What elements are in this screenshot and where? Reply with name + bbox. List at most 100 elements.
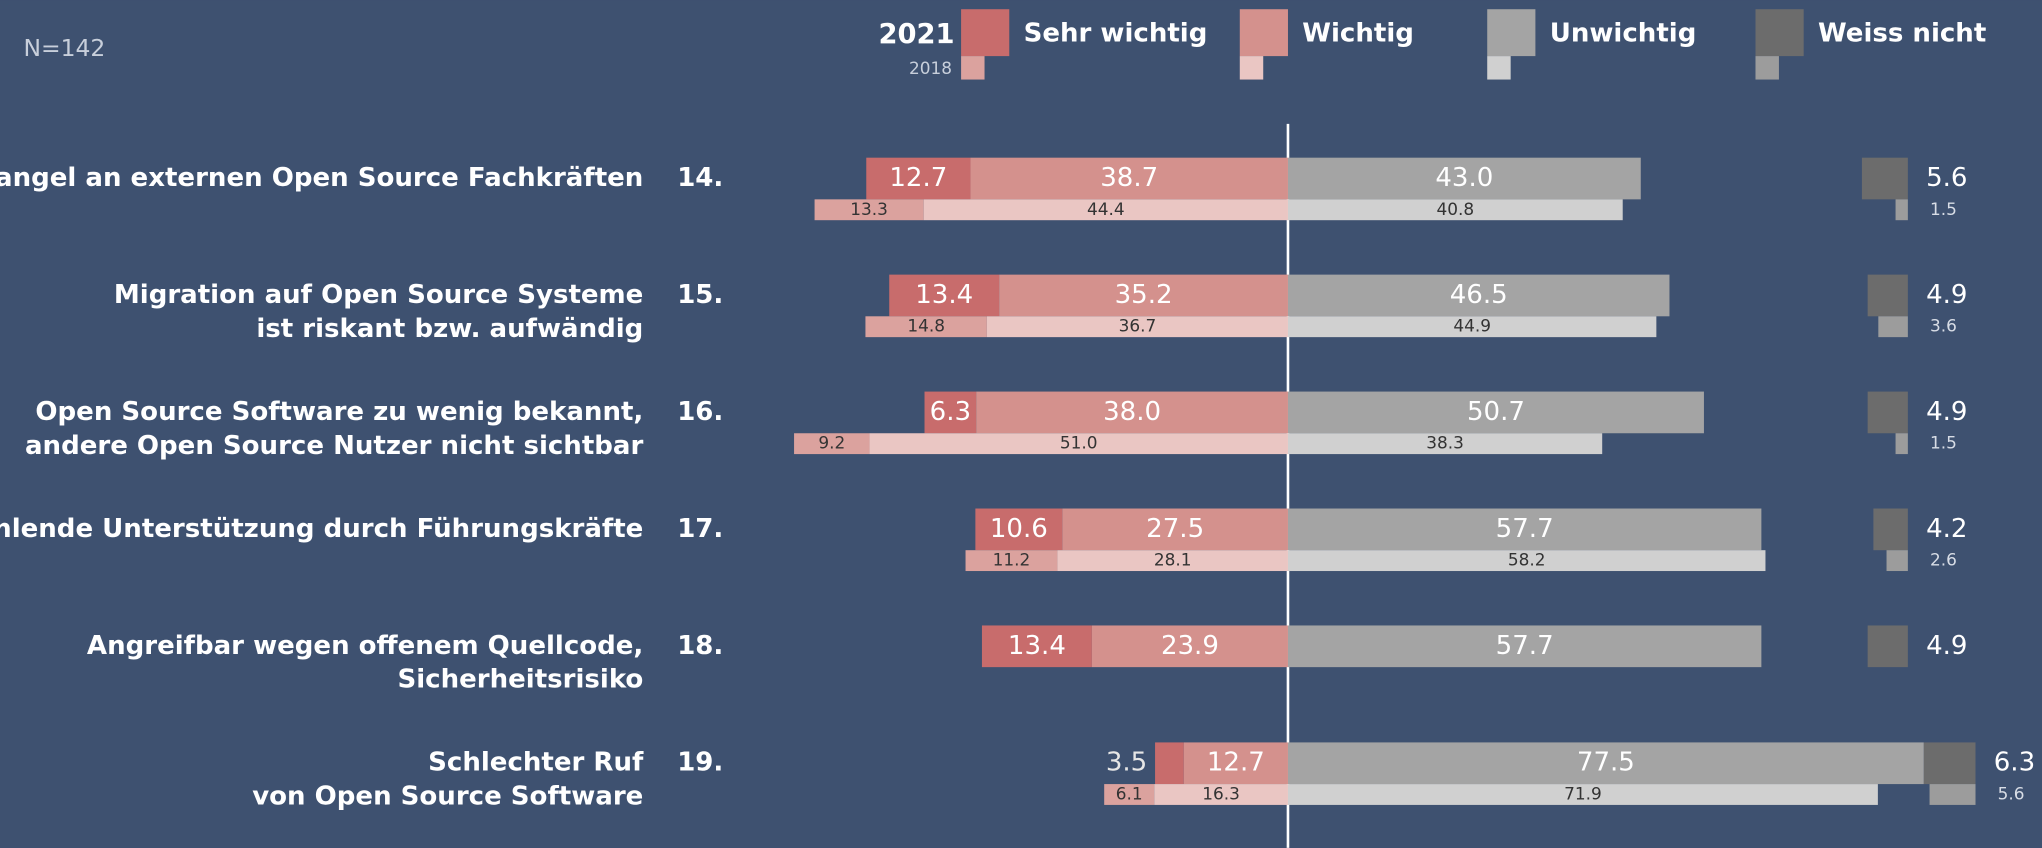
category-label: Open Source Software zu wenig bekannt,	[35, 397, 643, 427]
value-label: 1.5	[1930, 433, 1957, 453]
bar	[1155, 742, 1184, 785]
value-label: 36.7	[1119, 316, 1157, 336]
value-label: 4.9	[1926, 631, 1967, 661]
legend-swatch	[1239, 9, 1288, 57]
legend-swatch	[1239, 56, 1264, 80]
rank-label: 17.	[677, 514, 723, 544]
category-label: Fehlende Unterstützung durch Führungskrä…	[0, 514, 643, 544]
legend-swatch	[1755, 9, 1804, 57]
sample-note: N=142	[23, 34, 105, 62]
bar	[1867, 274, 1908, 317]
bar	[1287, 433, 1603, 455]
bar	[1062, 508, 1288, 551]
value-label: 40.8	[1437, 199, 1475, 219]
value-label: 57.7	[1496, 514, 1554, 544]
value-label: 14.8	[907, 316, 945, 336]
value-label: 38.3	[1426, 433, 1464, 453]
bar	[1287, 199, 1623, 221]
value-label: 77.5	[1577, 748, 1635, 778]
bar	[1287, 391, 1704, 434]
value-label: 43.0	[1435, 163, 1493, 193]
bar	[975, 508, 1063, 551]
bar	[1287, 157, 1641, 200]
rank-label: 16.	[677, 397, 723, 427]
value-label: 38.0	[1103, 397, 1161, 427]
value-label: 16.3	[1202, 784, 1240, 804]
value-label: 5.6	[1998, 784, 2025, 804]
bar	[1287, 625, 1762, 668]
value-label: 6.3	[930, 397, 971, 427]
value-label: 6.3	[1994, 748, 2035, 778]
bar	[1183, 742, 1288, 785]
value-label: 3.5	[1106, 748, 1147, 778]
value-label: 11.2	[993, 550, 1031, 570]
rank-label: 14.	[677, 163, 723, 193]
bar	[981, 625, 1092, 668]
value-label: 28.1	[1154, 550, 1192, 570]
rank-label: 19.	[677, 748, 723, 778]
category-label: Sicherheitsrisiko	[397, 665, 643, 695]
value-label: 44.4	[1087, 199, 1125, 219]
value-label: 13.4	[1008, 631, 1066, 661]
legend-swatch	[961, 56, 985, 80]
value-label: 38.7	[1100, 163, 1158, 193]
value-label: 6.1	[1116, 784, 1143, 804]
bar	[1923, 742, 1976, 785]
value-label: 35.2	[1115, 280, 1173, 310]
bar	[1287, 316, 1657, 338]
value-label: 4.9	[1926, 397, 1967, 427]
bar	[1895, 199, 1908, 221]
category-label: Schlechter Ruf	[428, 748, 644, 778]
bar	[970, 157, 1288, 200]
value-label: 58.2	[1508, 550, 1546, 570]
rank-label: 15.	[677, 280, 723, 310]
legend-year: 2018	[909, 58, 952, 78]
bar	[1929, 784, 1976, 805]
bar	[1104, 784, 1155, 805]
value-label: 10.6	[990, 514, 1048, 544]
bar	[923, 199, 1288, 221]
bar	[1886, 550, 1908, 572]
bar	[1091, 625, 1288, 668]
value-label: 44.9	[1453, 316, 1491, 336]
category-label: Mangel an externen Open Source Fachkräft…	[0, 163, 643, 193]
value-label: 12.7	[1207, 748, 1265, 778]
bar	[1154, 784, 1288, 805]
value-label: 12.7	[889, 163, 947, 193]
legend-swatch	[1487, 56, 1511, 80]
value-label: 46.5	[1450, 280, 1508, 310]
bar	[865, 316, 987, 338]
bar	[1287, 550, 1766, 572]
legend-swatch	[1487, 9, 1536, 57]
category-label: andere Open Source Nutzer nicht sichtbar	[25, 431, 644, 461]
value-label: 27.5	[1146, 514, 1204, 544]
category-label: von Open Source Software	[252, 782, 643, 812]
bar	[1867, 625, 1908, 668]
bar	[814, 199, 924, 221]
value-label: 57.7	[1496, 631, 1554, 661]
bar	[999, 274, 1288, 317]
value-label: 1.5	[1930, 199, 1957, 219]
value-label: 71.9	[1564, 784, 1602, 804]
bar	[1861, 157, 1908, 200]
bar	[1873, 508, 1908, 551]
bar	[1287, 742, 1924, 785]
value-label: 3.6	[1930, 316, 1957, 336]
value-label: 13.3	[850, 199, 888, 219]
bar	[1057, 550, 1288, 572]
bar	[1867, 391, 1908, 434]
bar	[866, 157, 971, 200]
value-label: 13.4	[915, 280, 973, 310]
value-label: 51.0	[1060, 433, 1098, 453]
bar	[1878, 316, 1908, 338]
bar	[1287, 784, 1878, 805]
bar	[976, 391, 1288, 434]
value-label: 4.9	[1926, 280, 1967, 310]
bar	[924, 391, 977, 434]
legend-label: Weiss nicht	[1818, 18, 1986, 48]
legend-label: Unwichtig	[1550, 18, 1697, 48]
legend-swatch	[961, 9, 1010, 57]
legend-label: Wichtig	[1302, 18, 1414, 48]
value-label: 9.2	[818, 433, 845, 453]
